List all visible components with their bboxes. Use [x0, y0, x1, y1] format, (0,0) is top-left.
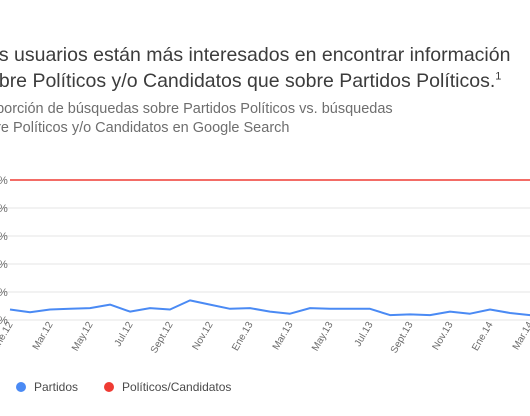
x-tick-label-ene-14: Ene.14 [470, 320, 496, 353]
headline-line-1: os usuarios están más interesados en enc… [0, 44, 511, 66]
y-tick-label-20: % [0, 287, 8, 299]
x-tick-label-jul-12: Jul.12 [113, 320, 136, 349]
legend-swatch-partidos [16, 382, 26, 392]
legend-label-partidos: Partidos [34, 380, 79, 394]
x-tick-label-may-13: May.13 [310, 320, 336, 354]
series-line-partidos[interactable] [9, 299, 530, 317]
y-tick-label-60: % [0, 231, 8, 243]
legend-swatch-politicos [104, 382, 115, 392]
footnote-mark: 1 [495, 70, 502, 83]
chart-headline: os usuarios están más interesados en enc… [0, 42, 528, 94]
x-tick-label-ene-13: Ene.13 [230, 320, 256, 353]
y-tick-label-0: % [0, 315, 8, 327]
y-tick-label-40: % [0, 259, 8, 271]
x-tick-label-jul-13: Jul.13 [353, 320, 376, 349]
legend-item-politicos[interactable]: Políticos/Candidatos [104, 380, 231, 394]
x-tick-label-sept-12: Sept.12 [149, 320, 176, 356]
subtitle-line-2: ore Políticos y/o Candidatos en Google S… [0, 120, 290, 136]
chart-legend: Partidos Políticos/Candidatos [16, 380, 257, 394]
y-tick-label-80: % [0, 203, 8, 215]
x-tick-label-nov-12: Nov.12 [191, 320, 216, 353]
chart-subtitle: oporción de búsquedas sobre Partidos Pol… [0, 100, 528, 138]
x-tick-label-mar-14: Mar.14 [511, 320, 530, 352]
x-tick-label-mar-13: Mar.13 [271, 320, 296, 352]
legend-label-politicos: Políticos/Candidatos [122, 380, 232, 394]
headline-line-2: obre Políticos y/o Candidatos que sobre … [0, 68, 528, 94]
x-tick-label-sept-13: Sept.13 [389, 320, 416, 356]
x-tick-label-ene-12: Ene.12 [0, 320, 16, 353]
x-tick-label-may-12: May.12 [70, 320, 96, 354]
legend-item-partidos[interactable]: Partidos [16, 380, 78, 394]
x-tick-label-nov-13: Nov.13 [431, 320, 456, 353]
x-tick-label-mar-12: Mar.12 [31, 320, 56, 352]
subtitle-line-1: oporción de búsquedas sobre Partidos Pol… [0, 101, 393, 117]
y-tick-label-100: % [0, 175, 8, 187]
headline-line-2-text: obre Políticos y/o Candidatos que sobre … [0, 70, 496, 92]
